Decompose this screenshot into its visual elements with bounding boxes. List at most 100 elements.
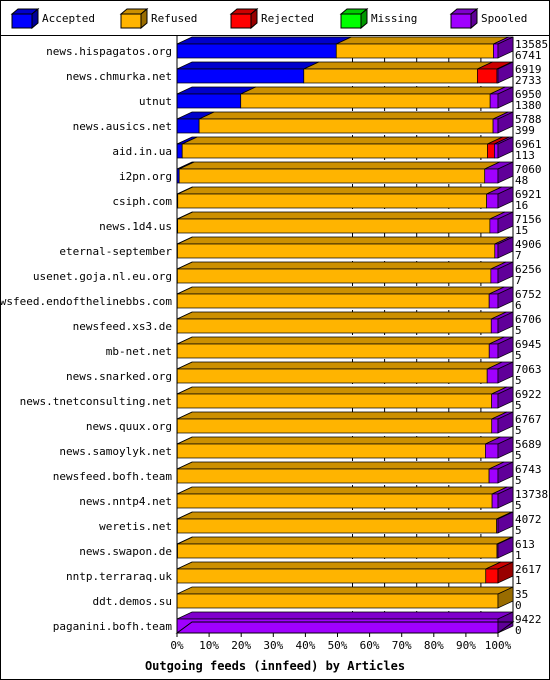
category-label: paganini.bofh.team: [53, 620, 173, 633]
category-label: news.hispagatos.org: [46, 45, 172, 58]
value-label-offered: 6256: [515, 263, 542, 276]
category-label: csiph.com: [112, 195, 172, 208]
value-label-accepted: 5: [515, 374, 522, 387]
bar-segment-refused: [177, 261, 507, 284]
bar-segment-accepted: [176, 36, 352, 59]
category-label: utnut: [139, 95, 172, 108]
bar-newsfeed-xs3-de: [176, 311, 514, 334]
value-label-offered: 6919: [515, 63, 542, 76]
value-label-accepted: 0: [515, 599, 522, 612]
value-label-accepted: 5: [515, 524, 522, 537]
x-tick-label: 0%: [170, 639, 184, 652]
bar-segment-refused: [176, 561, 501, 584]
value-label-accepted: 399: [515, 124, 535, 137]
bar-segment-refused: [176, 461, 505, 484]
category-label: news.chmurka.net: [66, 70, 172, 83]
bar-segment-refused: [198, 111, 509, 134]
bar-nntp-terraraq-uk: [176, 561, 514, 584]
bar-end-cap: [497, 36, 514, 59]
value-label-accepted: 7: [515, 274, 522, 287]
value-label-offered: 6706: [515, 313, 542, 326]
legend-label-missing: Missing: [371, 12, 418, 25]
bar-weretis-net: [176, 511, 514, 534]
bar-end-cap: [497, 386, 514, 409]
x-tick-label: 100%: [485, 639, 512, 652]
value-label-accepted: 6: [515, 299, 522, 312]
bar-segment-accepted: [176, 61, 319, 84]
bar-end-cap: [497, 186, 514, 209]
legend-label-rejected: Rejected: [261, 12, 314, 25]
legend-label-spooled: Spooled: [481, 12, 528, 25]
x-tick-label: 60%: [360, 639, 380, 652]
value-label-offered: 7063: [515, 363, 542, 376]
bar-segment-refused: [176, 436, 501, 459]
x-tick-label: 70%: [392, 639, 412, 652]
bar-ddt-demos-su: [176, 586, 514, 609]
value-label-offered: 6921: [515, 188, 542, 201]
legend-label-accepted: Accepted: [42, 12, 95, 25]
bar-end-cap: [497, 286, 514, 309]
value-label-offered: 6961: [515, 138, 542, 151]
bar-newsfeed-endofthelinebbs-com: [176, 286, 514, 309]
bar-segment-refused: [335, 36, 509, 59]
category-label: news.snarked.org: [66, 370, 172, 383]
bar-news-snarked-org: [176, 361, 514, 384]
bar-end-cap: [497, 311, 514, 334]
bar-usenet-goja-nl-eu-org: [176, 261, 514, 284]
value-label-accepted: 2733: [515, 74, 542, 87]
value-label-accepted: 5: [515, 399, 522, 412]
bar-end-cap: [497, 86, 514, 109]
bar-end-cap: [497, 536, 514, 559]
bar-news-1d4-us: [176, 211, 514, 234]
bar-segment-refused: [177, 536, 513, 559]
value-label-accepted: 5: [515, 349, 522, 362]
bar-newsfeed-bofh-team: [176, 461, 514, 484]
bar-eternal-september: [176, 236, 514, 259]
bar-segment-refused: [176, 386, 507, 409]
bar-mb-net-net: [176, 336, 514, 359]
value-label-offered: 2617: [515, 563, 542, 576]
bar-segment-refused: [177, 511, 512, 534]
bar-news-swapon-de: [176, 536, 514, 559]
bar-end-cap: [497, 561, 514, 584]
value-label-offered: 6945: [515, 338, 542, 351]
value-label-offered: 35: [515, 588, 528, 601]
bar-segment-refused: [176, 411, 507, 434]
value-label-accepted: 5: [515, 324, 522, 337]
value-label-accepted: 5: [515, 474, 522, 487]
value-label-offered: 613: [515, 538, 535, 551]
bar-segment-refused: [176, 586, 514, 609]
bar-news-nntp4-net: [176, 486, 514, 509]
bar-news-chmurka-net: [176, 61, 514, 84]
value-label-offered: 5788: [515, 113, 542, 126]
value-label-accepted: 5: [515, 449, 522, 462]
value-label-accepted: 1380: [515, 99, 542, 112]
value-label-offered: 13738: [515, 488, 548, 501]
bar-segment-refused: [181, 136, 503, 159]
x-tick-label: 30%: [263, 639, 283, 652]
value-label-accepted: 1: [515, 549, 522, 562]
x-axis-floor: [175, 621, 515, 634]
x-tick-label: 40%: [295, 639, 315, 652]
value-label-accepted: 16: [515, 199, 528, 212]
value-label-offered: 9422: [515, 613, 542, 626]
x-tick-label: 20%: [231, 639, 251, 652]
bar-segment-refused: [177, 186, 502, 209]
value-label-offered: 13585: [515, 38, 548, 51]
legend-swatch-missing: [339, 8, 369, 30]
value-label-offered: 6950: [515, 88, 542, 101]
value-label-offered: 6922: [515, 388, 542, 401]
bar-aid-in-ua: [176, 136, 514, 159]
category-label: news.nntp4.net: [79, 495, 172, 508]
value-label-offered: 7060: [515, 163, 542, 176]
category-label: news.1d4.us: [99, 220, 172, 233]
bar-segment-accepted: [176, 111, 215, 134]
bar-segment-refused: [303, 61, 493, 84]
bar-end-cap: [497, 261, 514, 284]
value-label-offered: 5689: [515, 438, 542, 451]
category-label: ddt.demos.su: [93, 595, 172, 608]
value-label-accepted: 0: [515, 624, 522, 637]
category-label: weretis.net: [99, 520, 172, 533]
bar-segment-spooled: [491, 386, 514, 409]
bar-end-cap: [497, 136, 514, 159]
